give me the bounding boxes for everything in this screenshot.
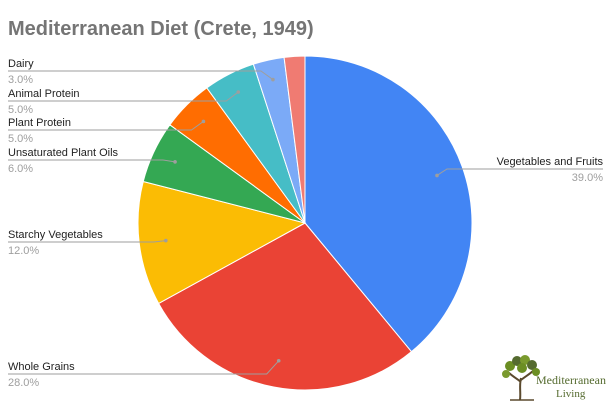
leader-dot [435, 173, 439, 178]
leader-dot [173, 160, 177, 164]
slice-value-label: 39.0% [572, 172, 603, 184]
slice-label: Dairy [8, 58, 34, 70]
slice-label: Unsaturated Plant Oils [8, 147, 119, 159]
chart-title: Mediterranean Diet (Crete, 1949) [8, 18, 314, 40]
mediterranean-living-logo [502, 355, 540, 401]
leader-dot [201, 119, 206, 124]
leader-line [436, 168, 603, 176]
leader-dot [236, 90, 241, 94]
slice-value-label: 3.0% [8, 74, 33, 86]
pie-slice-vegetables-and-fruits [304, 55, 473, 353]
slice-label: Starchy Vegetables [8, 229, 103, 241]
olive-tree-icon [502, 355, 540, 401]
leader-dot [276, 358, 281, 363]
slice-label: Vegetables and Fruits [497, 156, 604, 168]
slice-label: Animal Protein [8, 88, 80, 100]
leader-line [8, 70, 274, 80]
logo-text-line2: Living [556, 388, 586, 400]
slice-label: Whole Grains [8, 361, 75, 373]
slice-value-label: 6.0% [8, 163, 33, 175]
leader-line [8, 360, 280, 375]
slice-labels: Vegetables and Fruits 39.0% Whole Grains 28… [8, 58, 603, 389]
pie-slice-unlabeled [283, 55, 306, 224]
slice-value-label: 5.0% [8, 104, 33, 116]
pie-slice-starchy-vegetables [137, 180, 307, 305]
slice-value-label: 28.0% [8, 377, 39, 389]
leader-line [8, 240, 166, 243]
pie-slice-whole-grains [157, 222, 413, 391]
slice-label: Plant Protein [8, 117, 71, 129]
slice-value-label: 5.0% [8, 133, 33, 145]
slice-value-label: 12.0% [8, 245, 39, 257]
leader-line [8, 91, 239, 102]
leader-line [8, 121, 204, 131]
leader-line [8, 159, 176, 163]
logo-text-line1: Mediterranean [536, 373, 606, 387]
leader-lines [8, 70, 603, 375]
leader-dot [164, 238, 168, 243]
leader-dot [271, 77, 275, 82]
pie-slices [137, 55, 473, 391]
